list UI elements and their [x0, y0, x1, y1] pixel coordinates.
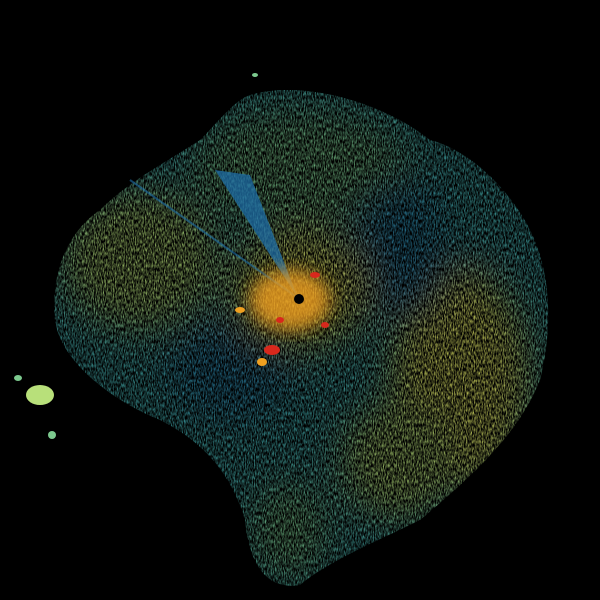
high-intensity-cells [235, 272, 329, 366]
center-site-marker [294, 294, 304, 304]
beam-blockage-wedge [215, 170, 298, 298]
high-intensity-core [250, 270, 330, 330]
scattered-echoes [14, 73, 258, 439]
